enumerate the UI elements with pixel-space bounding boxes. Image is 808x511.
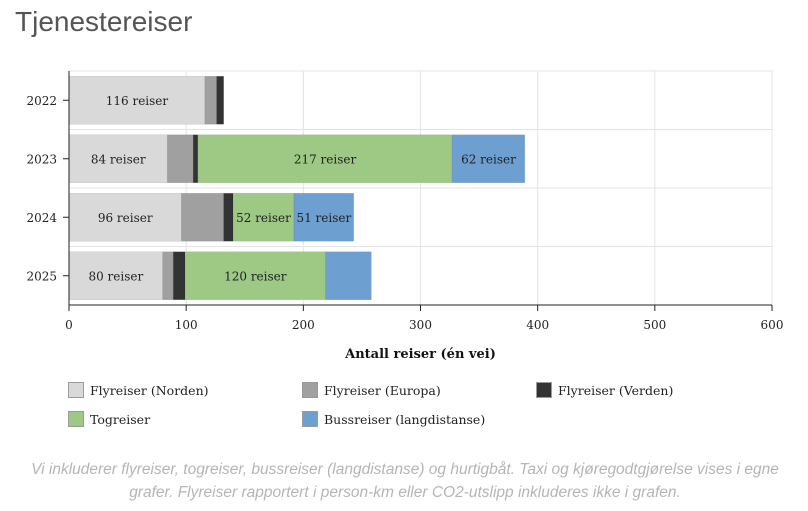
bar-segment xyxy=(204,75,217,125)
x-tick-label: 100 xyxy=(175,318,198,332)
legend-label: Bussreiser (langdistanse) xyxy=(324,411,486,427)
bar-segment xyxy=(232,192,295,242)
bar-data-label: 84 reiser xyxy=(91,152,146,166)
bar-segment xyxy=(181,192,224,242)
legend-label: Flyreiser (Norden) xyxy=(90,382,209,398)
legend-item: Bussreiser (langdistanse) xyxy=(302,411,485,427)
x-tick-label: 500 xyxy=(643,318,666,332)
y-tick-label: 2022 xyxy=(26,94,57,108)
bar-segment xyxy=(197,134,453,184)
bar-data-label: 80 reiser xyxy=(88,269,143,283)
legend-swatch xyxy=(536,382,552,398)
bar-segment xyxy=(216,75,224,125)
legend-swatch xyxy=(302,382,318,398)
x-tick-label: 200 xyxy=(292,318,315,332)
bar-data-label: 120 reiser xyxy=(224,269,287,283)
bar-data-label: 51 reiser xyxy=(296,211,351,225)
legend-label: Flyreiser (Verden) xyxy=(558,382,674,398)
legend-item: Flyreiser (Norden) xyxy=(68,382,209,398)
legend-item: Flyreiser (Verden) xyxy=(536,382,673,398)
bar-segment xyxy=(325,251,372,301)
bar-segment xyxy=(192,134,199,184)
y-tick-label: 2024 xyxy=(26,211,57,225)
bar-data-label: 52 reiser xyxy=(236,211,291,225)
bar-data-label: 96 reiser xyxy=(98,211,153,225)
legend-item: Togreiser xyxy=(68,411,150,427)
bar-segment xyxy=(68,251,164,301)
bar-segment xyxy=(184,251,326,301)
chart-footnote: Vi inkluderer flyreiser, togreiser, buss… xyxy=(31,461,779,501)
x-tick-label: 600 xyxy=(761,318,784,332)
x-tick-label: 400 xyxy=(526,318,549,332)
y-tick-label: 2023 xyxy=(26,152,57,166)
stacked-bar-chart: 116 reiser 2022 84 reiser 217 reiser 62 reis… xyxy=(26,70,784,362)
x-tick-label: 0 xyxy=(65,318,73,332)
bar-segment xyxy=(167,134,194,184)
x-axis-label: Antall reiser (én vei) xyxy=(344,347,496,362)
legend-label: Flyreiser (Europa) xyxy=(324,382,441,398)
bar-segment xyxy=(451,134,526,184)
bar-segment xyxy=(223,192,234,242)
bar-segment xyxy=(172,251,186,301)
bar-segment xyxy=(293,192,355,242)
legend-swatch xyxy=(302,411,318,427)
legend-swatch xyxy=(68,411,84,427)
chart-legend: Flyreiser (Norden) Flyreiser (Europa) Flyr… xyxy=(68,382,788,442)
bar-segment xyxy=(162,251,174,301)
bar-data-label: 116 reiser xyxy=(106,94,169,108)
page-title: Tjenestereiser xyxy=(15,6,193,37)
y-tick-label: 2025 xyxy=(26,269,57,283)
legend-label: Togreiser xyxy=(90,411,151,427)
bar-segment xyxy=(68,192,182,242)
legend-item: Flyreiser (Europa) xyxy=(302,382,441,398)
x-tick-label: 300 xyxy=(409,318,432,332)
legend-swatch xyxy=(68,382,84,398)
bar-data-label: 217 reiser xyxy=(294,152,357,166)
bar-data-label: 62 reiser xyxy=(461,152,516,166)
